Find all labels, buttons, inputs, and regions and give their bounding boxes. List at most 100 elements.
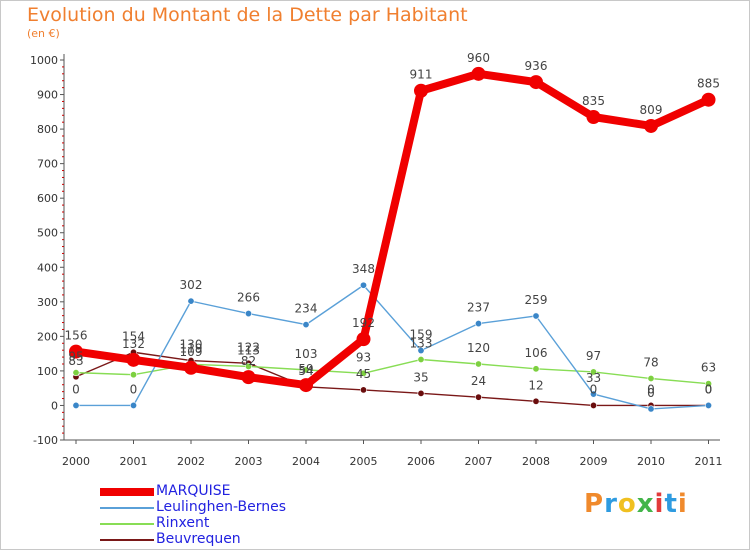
data-point-rinxent — [359, 369, 367, 377]
data-label-leulinghen-bernes: 0 — [72, 382, 80, 396]
data-label-beuvrequen: 130 — [180, 338, 203, 352]
x-tick-label: 2005 — [350, 455, 378, 468]
x-tick-label: 2010 — [637, 455, 665, 468]
y-tick-label: 100 — [37, 365, 58, 378]
data-point-marquise — [701, 92, 716, 107]
data-point-beuvrequen — [474, 393, 482, 401]
logo-letter: i — [654, 489, 665, 519]
data-label-beuvrequen: 45 — [356, 367, 371, 381]
y-tick-label: 0 — [51, 399, 58, 412]
data-point-rinxent — [245, 362, 253, 370]
data-label-beuvrequen: 0 — [590, 382, 598, 396]
data-point-rinxent — [704, 380, 712, 388]
data-label-beuvrequen: 122 — [237, 340, 260, 354]
data-label-beuvrequen: 0 — [705, 382, 713, 396]
data-point-leulinghen-bernes — [417, 347, 425, 355]
legend-label-marquise: MARQUISE — [156, 483, 231, 499]
data-label-beuvrequen: 24 — [471, 374, 486, 388]
data-label-marquise: 132 — [122, 337, 145, 351]
data-point-leulinghen-bernes — [359, 281, 367, 289]
y-tick-label: 500 — [37, 227, 58, 240]
data-point-rinxent — [417, 356, 425, 364]
data-point-leulinghen-bernes — [532, 312, 540, 320]
data-point-leulinghen-bernes — [302, 321, 310, 329]
data-label-marquise: 835 — [582, 94, 605, 108]
data-point-marquise — [644, 118, 658, 133]
y-tick-label: 1000 — [30, 54, 58, 67]
data-label-leulinghen-bernes: 0 — [647, 386, 655, 400]
data-label-rinxent: 113 — [237, 343, 260, 357]
data-point-beuvrequen — [589, 401, 597, 409]
data-label-rinxent: 95 — [68, 350, 83, 364]
x-tick-label: 2007 — [465, 455, 493, 468]
data-point-rinxent — [532, 365, 540, 373]
data-label-rinxent: 78 — [643, 356, 658, 370]
data-point-marquise — [299, 378, 313, 393]
data-label-marquise: 809 — [640, 103, 663, 117]
data-label-leulinghen-bernes: 33 — [586, 371, 601, 385]
x-tick-label: 2006 — [407, 455, 435, 468]
x-tick-label: 2000 — [62, 455, 90, 468]
data-point-leulinghen-bernes — [647, 405, 655, 413]
logo-letter: i — [677, 489, 688, 519]
data-label-leulinghen-bernes: 0 — [705, 382, 713, 396]
data-label-marquise: 885 — [697, 77, 720, 91]
logo-letter: x — [636, 489, 655, 519]
series-line-beuvrequen — [75, 351, 710, 407]
data-point-leulinghen-bernes — [187, 297, 195, 305]
x-tick-label: 2009 — [580, 455, 608, 468]
data-point-rinxent — [647, 375, 655, 383]
data-label-beuvrequen: 83 — [68, 354, 83, 368]
data-point-leulinghen-bernes — [130, 401, 138, 409]
data-label-marquise: 192 — [352, 316, 375, 330]
data-label-leulinghen-bernes: 302 — [180, 278, 203, 292]
legend-swatch-rinxent — [100, 523, 154, 525]
y-tick-label: 200 — [37, 330, 58, 343]
x-tick-label: 2008 — [522, 455, 550, 468]
data-label-beuvrequen: 35 — [413, 370, 428, 384]
data-label-leulinghen-bernes: 0 — [130, 382, 138, 396]
data-point-beuvrequen — [417, 389, 425, 397]
data-point-rinxent — [130, 371, 138, 379]
data-point-leulinghen-bernes — [245, 310, 253, 318]
x-tick-label: 2003 — [235, 455, 263, 468]
data-point-rinxent — [302, 366, 310, 374]
legend-label-rinxent: Rinxent — [156, 515, 210, 531]
data-point-leulinghen-bernes — [589, 390, 597, 398]
logo-letter: P — [584, 489, 605, 519]
data-point-marquise — [69, 344, 83, 359]
data-point-beuvrequen — [532, 397, 540, 405]
data-point-marquise — [184, 360, 198, 375]
data-label-marquise: 109 — [180, 345, 203, 359]
proxiti-logo: Proxiti — [584, 489, 688, 519]
legend-label-leulinghen-bernes: Leulinghen-Bernes — [156, 499, 286, 515]
data-point-marquise — [471, 66, 486, 81]
y-tick-label: 800 — [37, 123, 58, 136]
data-label-beuvrequen: 54 — [298, 364, 313, 378]
data-label-marquise: 156 — [65, 329, 88, 343]
y-tick-label: 600 — [37, 192, 58, 205]
chart-unit: (en €) — [27, 27, 60, 40]
data-label-rinxent: 63 — [701, 361, 716, 375]
legend-swatch-leulinghen-bernes — [100, 507, 154, 509]
logo-letter: t — [664, 489, 678, 519]
data-label-rinxent: 106 — [525, 346, 548, 360]
x-tick-label: 2011 — [695, 455, 723, 468]
legend-swatch-beuvrequen — [100, 539, 154, 541]
data-label-marquise: 936 — [525, 59, 548, 73]
y-tick-label: -100 — [33, 434, 58, 447]
data-point-leulinghen-bernes — [72, 401, 80, 409]
y-tick-label: 300 — [37, 296, 58, 309]
data-point-marquise — [356, 332, 371, 347]
data-label-leulinghen-bernes: 159 — [410, 328, 433, 342]
data-label-leulinghen-bernes: 237 — [467, 301, 490, 315]
series-line-marquise — [72, 69, 713, 390]
chart-axes: -100010020030040050060070080090010002000… — [30, 54, 723, 468]
data-point-marquise — [586, 110, 601, 124]
x-tick-label: 2004 — [292, 455, 320, 468]
data-point-rinxent — [72, 369, 80, 377]
series-line-leulinghen-bernes — [75, 284, 710, 410]
y-tick-label: 700 — [37, 158, 58, 171]
